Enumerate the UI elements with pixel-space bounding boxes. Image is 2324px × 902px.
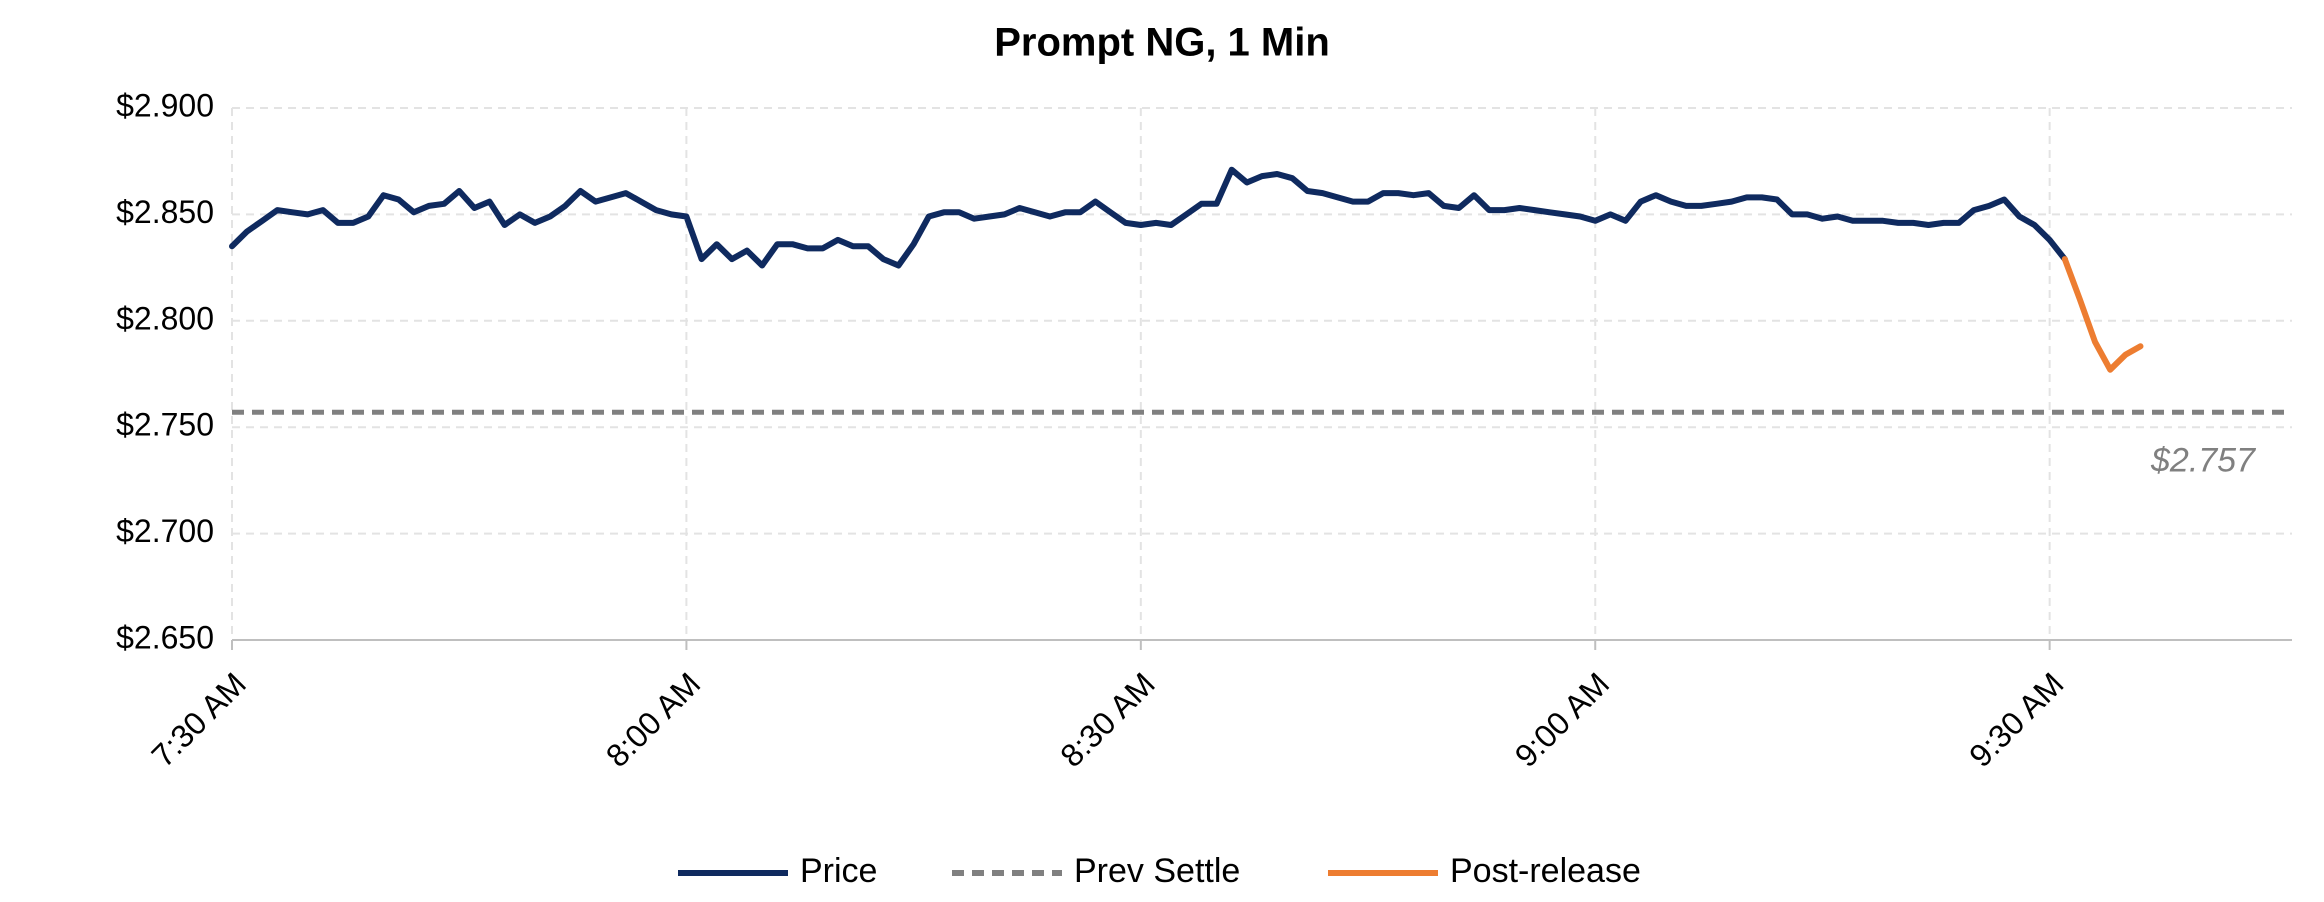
x-tick-label: 7:30 AM xyxy=(144,665,252,773)
series-line xyxy=(229,166,2068,269)
series-line xyxy=(2061,256,2144,373)
legend-label: Prev Settle xyxy=(1074,852,1240,890)
chart-title: Prompt NG, 1 Min xyxy=(994,21,1330,65)
legend-label: Price xyxy=(800,852,877,890)
legend-label: Post-release xyxy=(1450,852,1641,890)
y-tick-label: $2.750 xyxy=(116,407,214,443)
x-tick-label: 8:00 AM xyxy=(599,665,707,773)
y-tick-label: $2.800 xyxy=(116,300,214,336)
x-tick-label: 8:30 AM xyxy=(1053,665,1161,773)
y-tick-label: $2.700 xyxy=(116,513,214,549)
x-tick-label: 9:30 AM xyxy=(1962,665,2070,773)
y-tick-label: $2.650 xyxy=(116,619,214,655)
x-tick-label: 9:00 AM xyxy=(1508,665,1616,773)
y-tick-label: $2.850 xyxy=(116,194,214,230)
y-tick-label: $2.900 xyxy=(116,87,214,123)
reference-label: $2.757 xyxy=(2150,441,2256,479)
